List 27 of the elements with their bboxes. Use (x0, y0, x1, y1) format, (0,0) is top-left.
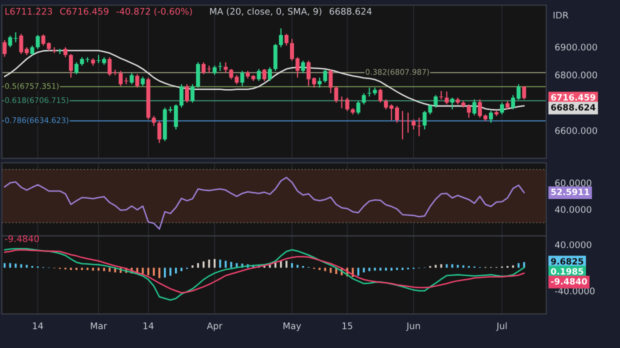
text: 52.5911 (551, 188, 590, 196)
x-tick-label: Mar (90, 322, 108, 330)
annotation: 6688.624 (330, 8, 372, 15)
text: 6688.624 (551, 104, 596, 111)
annotation: -9.4840 (5, 235, 39, 242)
y-tick-label: 60.0000 (555, 180, 592, 186)
x-tick-label: May (284, 322, 302, 331)
text: 6716.459 (551, 94, 596, 101)
y-axis-title: IDR (554, 12, 568, 18)
annotation: C6716.459 (60, 8, 108, 15)
x-tick-label: Jun (406, 322, 420, 331)
x-tick-label: Apr (206, 322, 222, 331)
text: 9.6825 (551, 258, 584, 265)
text: -9.4840 (551, 278, 587, 285)
text: 0.1985 (550, 268, 584, 275)
x-tick-label: Jul (496, 322, 507, 331)
y-tick-label: 6800.000 (555, 72, 598, 78)
x-tick-label: 14 (144, 322, 154, 330)
annotation: MA (20, close, 0, SMA, 9) (210, 8, 322, 16)
x-tick-label: 14 (33, 322, 44, 330)
y-tick-label: 6600.000 (555, 127, 598, 134)
y-tick-label: 40.0000 (554, 241, 592, 248)
annotation: -40.872 (-0.60%) (116, 8, 192, 16)
x-tick-label: 15 (342, 322, 352, 330)
y-tick-label: 6900.000 (555, 44, 598, 51)
y-tick-label: 40.0000 (554, 206, 592, 213)
annotation: L6711.223 (5, 8, 52, 15)
